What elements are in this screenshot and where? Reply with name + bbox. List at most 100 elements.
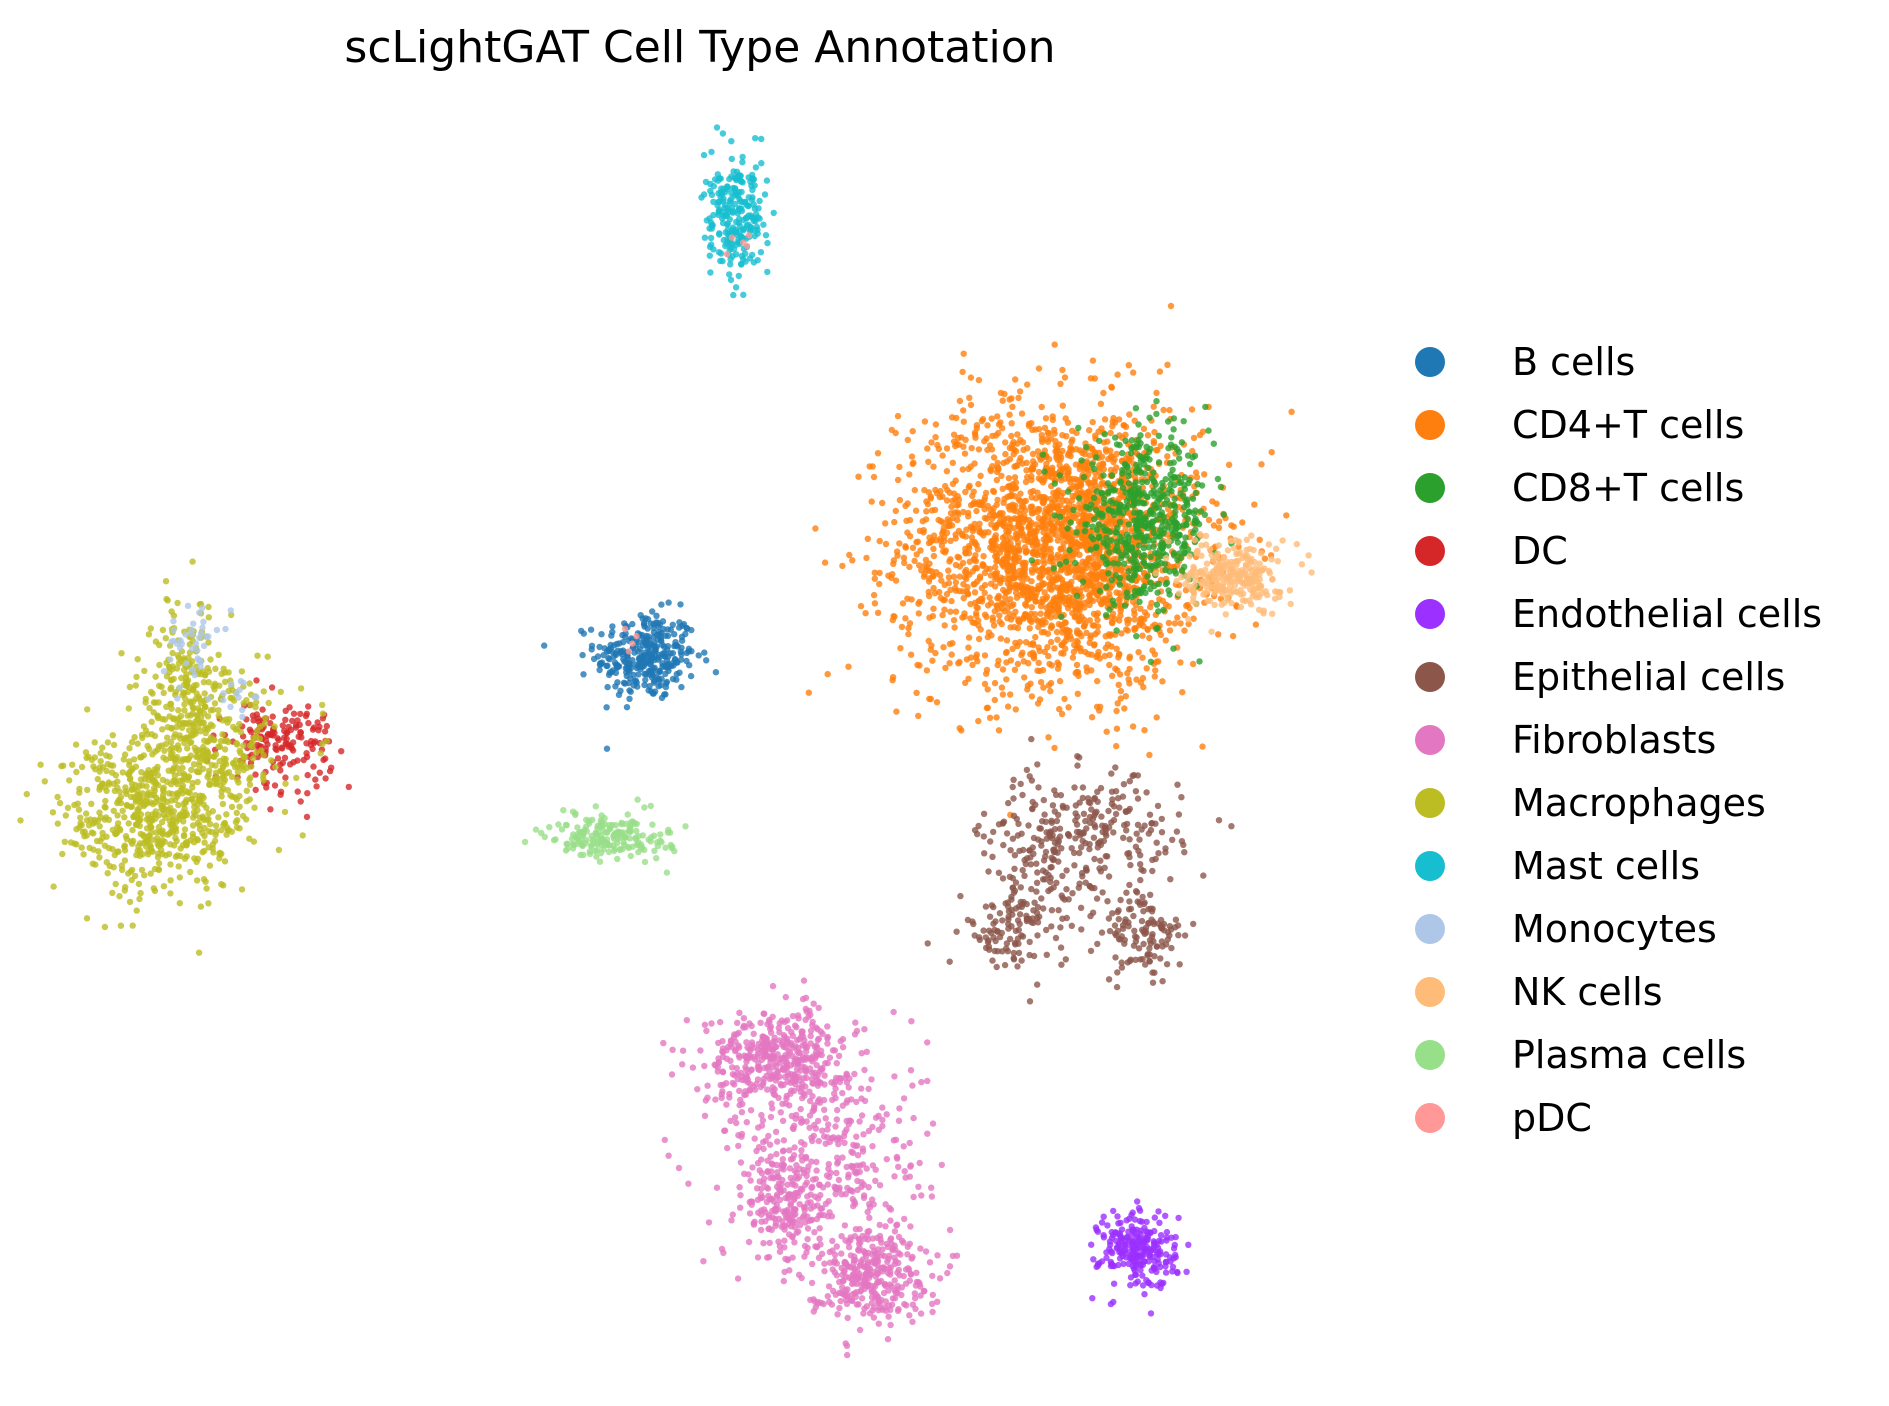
data-point <box>1149 518 1156 525</box>
data-point <box>1083 867 1090 874</box>
data-point <box>999 666 1007 673</box>
data-point <box>1102 644 1110 652</box>
data-point <box>614 664 621 671</box>
data-point <box>1045 652 1052 660</box>
data-point <box>1010 795 1017 802</box>
data-point <box>943 468 951 475</box>
data-point <box>925 592 933 600</box>
data-point <box>1088 1241 1095 1248</box>
data-point <box>918 1078 925 1086</box>
data-point <box>1082 521 1089 528</box>
data-point <box>964 916 972 924</box>
data-point <box>1147 658 1155 665</box>
data-point <box>1168 944 1175 952</box>
data-point <box>997 635 1004 642</box>
data-point <box>854 1142 861 1149</box>
data-point <box>999 948 1006 955</box>
data-point <box>1104 898 1111 905</box>
data-point <box>1009 504 1017 511</box>
data-point <box>1059 802 1067 810</box>
data-point <box>976 936 983 944</box>
data-point <box>1112 572 1120 579</box>
data-point <box>991 608 998 615</box>
data-point <box>743 1119 750 1126</box>
data-point <box>1119 484 1127 492</box>
data-point <box>1103 534 1110 542</box>
data-point <box>1125 469 1132 476</box>
data-point <box>1028 885 1035 893</box>
data-point <box>803 1008 810 1015</box>
data-point <box>1143 665 1150 672</box>
data-point <box>1045 887 1052 895</box>
data-point <box>1194 481 1201 488</box>
data-point <box>1118 964 1126 971</box>
data-point <box>924 1130 931 1137</box>
data-point <box>1181 541 1188 548</box>
data-point <box>1112 1229 1119 1236</box>
data-point <box>808 1134 815 1141</box>
data-point <box>1095 533 1103 540</box>
data-point <box>1041 545 1048 553</box>
data-point <box>604 662 611 669</box>
data-point <box>322 775 329 782</box>
data-point <box>1201 471 1208 478</box>
data-point <box>1131 616 1138 623</box>
data-point <box>835 1176 843 1184</box>
data-point <box>992 532 999 539</box>
data-point <box>997 579 1004 587</box>
data-point <box>1094 564 1101 571</box>
data-point <box>1151 1227 1158 1235</box>
data-point <box>1163 1228 1171 1236</box>
data-point <box>1026 773 1033 780</box>
data-point <box>1112 810 1120 818</box>
data-point <box>939 611 946 619</box>
data-point <box>790 1087 798 1095</box>
data-point <box>1010 451 1017 458</box>
data-point <box>928 1193 936 1200</box>
data-point <box>1099 822 1106 829</box>
data-point <box>1150 1241 1158 1248</box>
data-point <box>994 459 1001 467</box>
data-point <box>1072 573 1079 581</box>
data-point <box>732 1046 739 1054</box>
data-point <box>1079 784 1087 791</box>
data-point <box>1140 900 1148 908</box>
data-point <box>1045 429 1053 437</box>
data-point <box>1123 531 1131 538</box>
data-point <box>1134 821 1142 828</box>
data-point <box>1033 879 1041 886</box>
data-point <box>1055 811 1062 819</box>
data-point <box>1051 787 1058 794</box>
data-point <box>1074 477 1081 484</box>
data-point <box>1114 524 1121 531</box>
data-point <box>579 651 586 659</box>
data-point <box>1288 408 1295 415</box>
data-point <box>1175 811 1183 818</box>
data-point <box>1074 690 1082 697</box>
data-point <box>1125 521 1133 528</box>
data-point <box>1023 900 1030 908</box>
data-point <box>808 1158 815 1165</box>
data-point <box>608 648 616 655</box>
data-point <box>816 1099 824 1106</box>
data-point <box>754 1076 762 1083</box>
data-point <box>990 454 998 461</box>
data-point <box>1116 1249 1123 1256</box>
data-point <box>815 1004 822 1012</box>
data-point <box>1215 817 1223 824</box>
data-point <box>999 600 1007 607</box>
data-point <box>883 1156 890 1163</box>
data-point <box>896 496 904 504</box>
data-point <box>1097 400 1105 407</box>
data-point <box>1177 659 1184 666</box>
data-point <box>1080 623 1088 630</box>
data-point <box>915 610 922 617</box>
data-point <box>1119 449 1126 457</box>
data-point <box>814 1044 821 1052</box>
data-point <box>1100 596 1107 603</box>
data-point <box>668 1071 676 1078</box>
data-point <box>1114 969 1121 976</box>
data-point <box>821 1106 828 1114</box>
data-point <box>1047 545 1054 552</box>
data-point <box>1168 434 1175 441</box>
